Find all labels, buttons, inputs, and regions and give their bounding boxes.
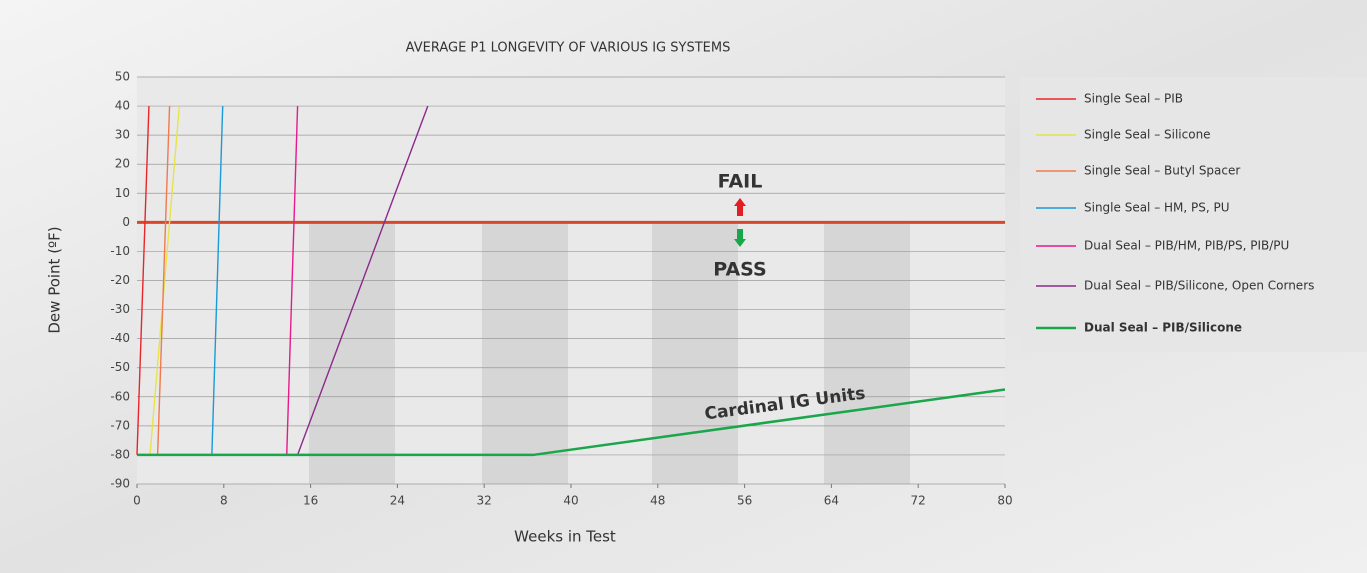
band bbox=[482, 222, 568, 484]
x-tick-label: 72 bbox=[911, 494, 926, 508]
legend-label: Single Seal – HM, PS, PU bbox=[1084, 201, 1230, 215]
y-tick-label: 30 bbox=[115, 128, 130, 142]
y-tick-label: -40 bbox=[110, 331, 130, 345]
x-tick-label: 56 bbox=[737, 494, 752, 508]
annotation: PASS bbox=[713, 259, 766, 281]
series-line bbox=[156, 106, 171, 455]
y-tick-label: -90 bbox=[110, 477, 130, 491]
x-tick-label: 40 bbox=[563, 494, 578, 508]
band bbox=[652, 222, 738, 484]
band bbox=[824, 222, 910, 484]
y-tick-label: -50 bbox=[110, 360, 130, 374]
x-tick-label: 16 bbox=[303, 494, 318, 508]
x-tick-label: 80 bbox=[997, 494, 1012, 508]
x-tick-label: 8 bbox=[220, 494, 228, 508]
x-tick-label: 0 bbox=[133, 494, 141, 508]
y-tick-label: -60 bbox=[110, 389, 130, 403]
y-tick-label: -30 bbox=[110, 302, 130, 316]
legend-label: Dual Seal – PIB/HM, PIB/PS, PIB/PU bbox=[1084, 239, 1289, 253]
y-tick-label: -20 bbox=[110, 273, 130, 287]
legend-label: Single Seal – Butyl Spacer bbox=[1084, 164, 1240, 178]
legend-box bbox=[1020, 77, 1367, 352]
legend-label: Dual Seal – PIB/Silicone, Open Corners bbox=[1084, 279, 1314, 293]
y-axis-label: Dew Point (ºF) bbox=[46, 226, 64, 333]
series-line bbox=[211, 106, 224, 455]
legend-label: Single Seal – PIB bbox=[1084, 92, 1183, 106]
series-line bbox=[137, 388, 1006, 457]
y-tick-label: 10 bbox=[115, 186, 130, 200]
y-tick-label: 20 bbox=[115, 157, 130, 171]
y-tick-label: -10 bbox=[110, 244, 130, 258]
x-tick-label: 24 bbox=[390, 494, 405, 508]
arrow-down bbox=[734, 229, 746, 247]
legend-label: Single Seal – Silicone bbox=[1084, 128, 1211, 142]
series-line bbox=[136, 106, 150, 455]
y-tick-label: 0 bbox=[122, 215, 130, 229]
x-tick-label: 48 bbox=[650, 494, 665, 508]
y-tick-label: -80 bbox=[110, 447, 130, 461]
x-axis-label: Weeks in Test bbox=[514, 528, 616, 546]
series-line bbox=[286, 106, 299, 455]
y-tick-label: 50 bbox=[115, 70, 130, 84]
legend-label: Dual Seal – PIB/Silicone bbox=[1084, 321, 1242, 335]
x-tick-label: 64 bbox=[824, 494, 839, 508]
x-tick-label: 32 bbox=[477, 494, 492, 508]
chart-title: AVERAGE P1 LONGEVITY OF VARIOUS IG SYSTE… bbox=[406, 41, 731, 56]
y-tick-label: 40 bbox=[115, 99, 130, 113]
annotation: FAIL bbox=[718, 171, 763, 193]
y-tick-label: -70 bbox=[110, 418, 130, 432]
arrow-up bbox=[734, 198, 746, 216]
band bbox=[309, 222, 395, 484]
series-line bbox=[149, 106, 181, 455]
series-line bbox=[296, 105, 429, 456]
